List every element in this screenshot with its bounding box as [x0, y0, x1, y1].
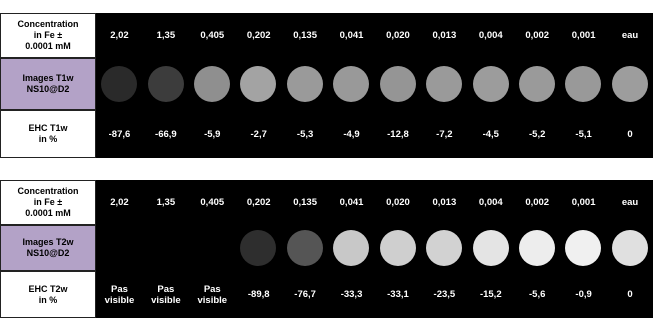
ehc-value: -33,3: [328, 271, 375, 318]
concentration: 0,001: [560, 180, 607, 225]
row-label: Images T2w NS10@D2: [0, 225, 96, 271]
sample-disc: [148, 66, 184, 102]
concentration: 1,35: [142, 180, 189, 225]
ehc-value: -87,6: [96, 110, 143, 158]
concentration: 0,202: [235, 13, 282, 58]
sample-disc: [473, 66, 509, 102]
row-label: Images T1w NS10@D2: [0, 58, 96, 110]
ehc-value: -66,9: [142, 110, 189, 158]
ehc-value: -5,3: [282, 110, 329, 158]
sample-disc: [473, 230, 509, 266]
image-cell: [189, 225, 236, 271]
concentration: eau: [607, 13, 653, 58]
concentration: 0,020: [375, 180, 422, 225]
concentration: 0,002: [514, 180, 561, 225]
concentration: 0,135: [282, 13, 329, 58]
ehc-value: -23,5: [421, 271, 468, 318]
ehc-value: -5,1: [560, 110, 607, 158]
sample-disc: [426, 230, 462, 266]
ehc-value: -76,7: [282, 271, 329, 318]
ehc-value: Pas visible: [189, 271, 236, 318]
sample-disc: [612, 230, 648, 266]
page: {"tables": [ {"header_label": "Concentra…: [0, 0, 653, 318]
concentration: 0,002: [514, 13, 561, 58]
ehc-value: -0,9: [560, 271, 607, 318]
ehc-value: Pas visible: [142, 271, 189, 318]
sample-disc: [287, 66, 323, 102]
sample-disc: [380, 230, 416, 266]
ehc-value: -89,8: [235, 271, 282, 318]
image-cell: [142, 225, 189, 271]
concentration: 0,202: [235, 180, 282, 225]
concentration: 2,02: [96, 13, 143, 58]
ehc-value: -7,2: [421, 110, 468, 158]
row-label: Concentration in Fe ± 0.0001 mM: [0, 180, 96, 225]
sample-disc: [101, 66, 137, 102]
ehc-value: Pas visible: [96, 271, 143, 318]
sample-disc: [194, 66, 230, 102]
ehc-value: 0: [607, 271, 653, 318]
sample-disc: [519, 230, 555, 266]
concentration: 0,041: [328, 180, 375, 225]
concentration: 0,013: [421, 180, 468, 225]
ehc-value: -5,2: [514, 110, 561, 158]
concentration: 0,041: [328, 13, 375, 58]
ehc-value: -4,5: [467, 110, 514, 158]
ehc-value: -4,9: [328, 110, 375, 158]
ehc-value: -5,6: [514, 271, 561, 318]
concentration: 0,135: [282, 180, 329, 225]
ehc-value: -12,8: [375, 110, 422, 158]
concentration: 2,02: [96, 180, 143, 225]
row-label: EHC T1w in %: [0, 110, 96, 158]
sample-disc: [519, 66, 555, 102]
concentration: 0,004: [467, 180, 514, 225]
concentration: eau: [607, 180, 653, 225]
concentration: 0,013: [421, 13, 468, 58]
image-cell: [96, 225, 143, 271]
concentration: 0,001: [560, 13, 607, 58]
ehc-value: -5,9: [189, 110, 236, 158]
concentration: 0,405: [189, 180, 236, 225]
concentration: 0,004: [467, 13, 514, 58]
concentration: 1,35: [142, 13, 189, 58]
ehc-value: -33,1: [375, 271, 422, 318]
row-label: EHC T2w in %: [0, 271, 96, 318]
row-label: Concentration in Fe ± 0.0001 mM: [0, 13, 96, 58]
sample-disc: [380, 66, 416, 102]
concentration: 0,020: [375, 13, 422, 58]
ehc-value: 0: [607, 110, 653, 158]
concentration: 0,405: [189, 13, 236, 58]
ehc-value: -15,2: [467, 271, 514, 318]
sample-disc: [426, 66, 462, 102]
ehc-value: -2,7: [235, 110, 282, 158]
sample-disc: [612, 66, 648, 102]
sample-disc: [287, 230, 323, 266]
